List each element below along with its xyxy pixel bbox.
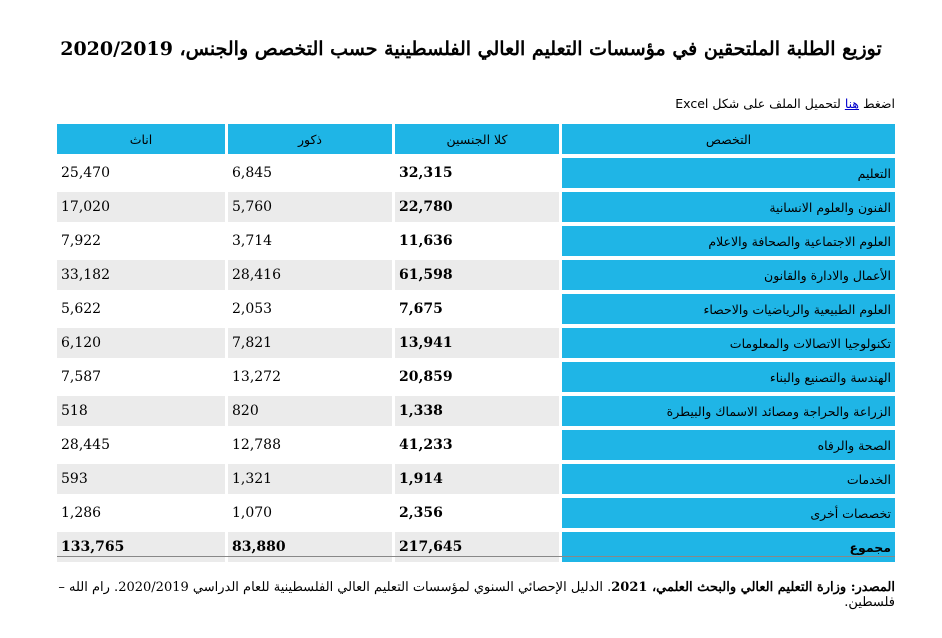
row-specialization: الهندسة والتصنيع والبناء (559, 362, 895, 392)
row-specialization: الصحة والرفاه (559, 430, 895, 460)
row-female: 1,286 (61, 505, 102, 521)
source-note: المصدر: وزارة التعليم العالي والبحث العل… (35, 580, 895, 610)
row-male: 1,321 (225, 464, 392, 494)
row-specialization: العلوم الاجتماعية والصحافة والاعلام (559, 226, 895, 256)
total-female: 133,765 (57, 532, 225, 562)
header-female: اناث (57, 124, 225, 154)
row-male: 1,070 (225, 498, 392, 528)
row-male: 6,845 (225, 158, 392, 188)
row-total: 32,315 (392, 158, 559, 188)
row-female: 5,622 (61, 301, 102, 317)
table-header-row: التخصص كلا الجنسين ذكور اناث (57, 124, 895, 154)
row-total: 11,636 (392, 226, 559, 256)
table-row: تخصصات أخرى 2,356 1,070 1,286 (57, 498, 895, 528)
download-excel-link[interactable]: هنا (844, 96, 860, 111)
total-label: مجموع (559, 532, 895, 562)
header-both-sexes: كلا الجنسين (392, 124, 559, 154)
total-male: 83,880 (225, 532, 392, 562)
row-male: 2,053 (225, 294, 392, 324)
table-row: الصحة والرفاه 41,233 12,788 28,445 (57, 430, 895, 460)
row-total: 41,233 (392, 430, 559, 460)
row-total: 2,356 (392, 498, 559, 528)
row-male: 12,788 (225, 430, 392, 460)
table-row: الفنون والعلوم الانسانية 22,780 5,760 17… (57, 192, 895, 222)
row-female: 25,470 (61, 165, 110, 181)
table-row: تكنولوجيا الاتصالات والمعلومات 13,941 7,… (57, 328, 895, 358)
row-female: 33,182 (57, 260, 225, 290)
row-specialization: تكنولوجيا الاتصالات والمعلومات (559, 328, 895, 358)
download-prefix: اضغط (859, 96, 895, 111)
row-female: 7,922 (61, 233, 102, 249)
row-total: 13,941 (392, 328, 559, 358)
row-male: 820 (225, 396, 392, 426)
row-specialization: الفنون والعلوم الانسانية (559, 192, 895, 222)
row-specialization: الزراعة والحراجة ومصائد الاسماك والبيطرة (559, 396, 895, 426)
divider (57, 556, 895, 557)
table-row: الهندسة والتصنيع والبناء 20,859 13,272 7… (57, 362, 895, 392)
page-title: توزيع الطلبة الملتحقين في مؤسسات التعليم… (60, 38, 882, 60)
row-female: 7,587 (61, 369, 102, 385)
row-specialization: العلوم الطبيعية والرياضيات والاحصاء (559, 294, 895, 324)
row-female: 6,120 (57, 328, 225, 358)
table-row: التعليم 32,315 6,845 25,470 (57, 158, 895, 188)
row-female: 593 (57, 464, 225, 494)
row-total: 22,780 (392, 192, 559, 222)
source-org: وزارة التعليم العالي والبحث العلمي (656, 580, 847, 595)
table-row: العلوم الاجتماعية والصحافة والاعلام 11,6… (57, 226, 895, 256)
row-specialization: الأعمال والادارة والقانون (559, 260, 895, 290)
table-total-row: مجموع 217,645 83,880 133,765 (57, 532, 895, 562)
row-total: 20,859 (392, 362, 559, 392)
row-total: 1,914 (392, 464, 559, 494)
table-row: الزراعة والحراجة ومصائد الاسماك والبيطرة… (57, 396, 895, 426)
row-total: 61,598 (392, 260, 559, 290)
source-text: . الدليل الإحصائي السنوي لمؤسسات التعليم… (58, 580, 895, 610)
row-specialization: تخصصات أخرى (559, 498, 895, 528)
header-specialization: التخصص (559, 124, 895, 154)
grand-total: 217,645 (392, 532, 559, 562)
row-total: 7,675 (392, 294, 559, 324)
source-year: ، 2021 (611, 580, 657, 595)
download-excel-line: اضغط هنا لتحميل الملف على شكل Excel (675, 96, 895, 111)
row-female: 17,020 (57, 192, 225, 222)
row-male: 5,760 (225, 192, 392, 222)
students-table: التخصص كلا الجنسين ذكور اناث التعليم 32,… (57, 120, 895, 566)
row-male: 7,821 (225, 328, 392, 358)
table-row: الأعمال والادارة والقانون 61,598 28,416 … (57, 260, 895, 290)
row-male: 3,714 (225, 226, 392, 256)
row-male: 13,272 (225, 362, 392, 392)
row-specialization: الخدمات (559, 464, 895, 494)
row-total: 1,338 (392, 396, 559, 426)
table-row: العلوم الطبيعية والرياضيات والاحصاء 7,67… (57, 294, 895, 324)
download-suffix: لتحميل الملف على شكل Excel (675, 96, 845, 111)
header-male: ذكور (225, 124, 392, 154)
row-female: 518 (57, 396, 225, 426)
table-row: الخدمات 1,914 1,321 593 (57, 464, 895, 494)
row-female: 28,445 (61, 437, 110, 453)
row-specialization: التعليم (559, 158, 895, 188)
source-label: المصدر: (846, 580, 895, 595)
row-male: 28,416 (225, 260, 392, 290)
